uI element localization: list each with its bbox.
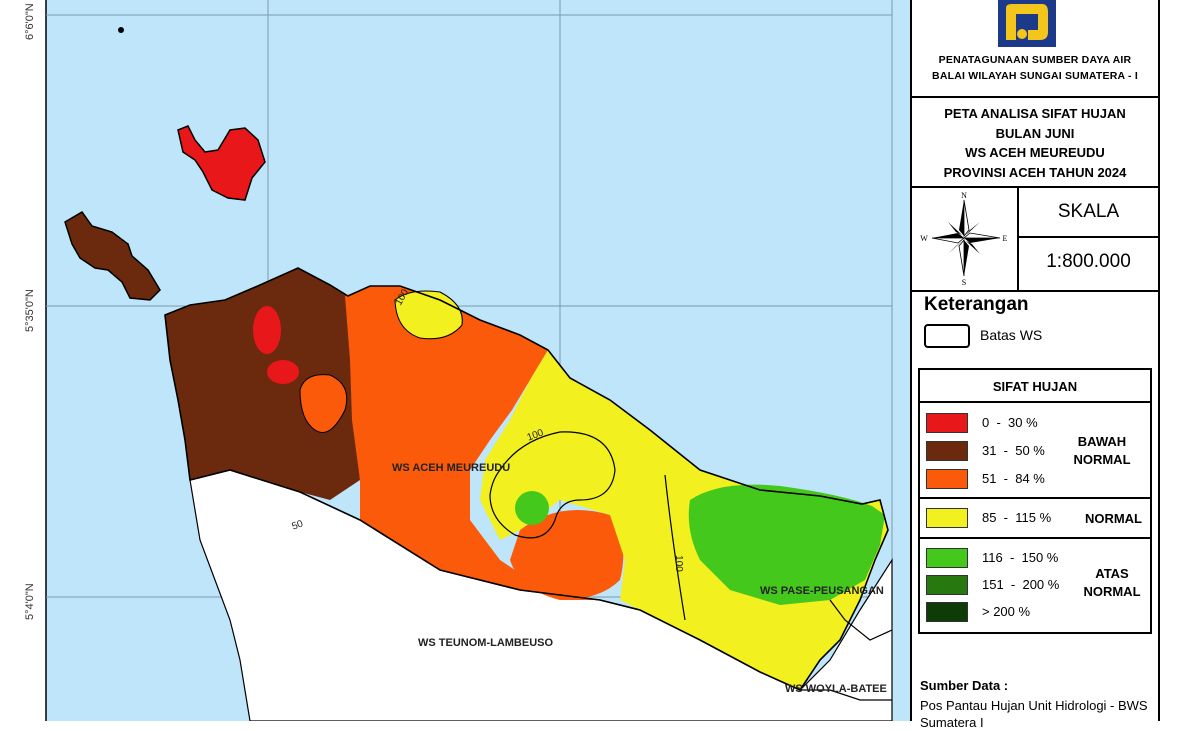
contour-label: 100 xyxy=(672,555,684,572)
compass-w: W xyxy=(920,234,928,243)
header-section: PENATAGUNAAN SUMBER DAYA AIR BALAI WILAY… xyxy=(912,0,1158,98)
island-brown xyxy=(64,211,161,301)
sifat-hujan-table: SIFAT HUJAN 0 - 30 % 31 - 50 % 51 - 84 %… xyxy=(918,368,1152,634)
ws-label-teunom-lambeuso: WS TEUNOM-LAMBEUSO xyxy=(418,637,554,649)
legend-range: 0 - 30 % xyxy=(982,415,1038,430)
page-margin-right xyxy=(1160,0,1200,721)
legend-group-atas-normal: 116 - 150 % 151 - 200 % > 200 % ATAS NOR… xyxy=(920,539,1150,632)
ws-boundary xyxy=(164,267,889,692)
contour-line xyxy=(489,431,616,539)
map-subtitle-month: BULAN JUNI xyxy=(995,125,1075,141)
rainfall-map xyxy=(0,0,910,721)
scale-box: SKALA 1:800.000 xyxy=(1019,188,1158,290)
zone-116-150 xyxy=(688,484,885,605)
scale-value: 1:800.000 xyxy=(1046,251,1131,272)
compass-box: N S W E xyxy=(912,188,1019,290)
batas-ws-label: Batas WS xyxy=(980,327,1043,343)
ws-label-pase-peusangan: WS PASE-PEUSANGAN xyxy=(760,585,884,597)
sifat-hujan-title: SIFAT HUJAN xyxy=(920,370,1150,403)
island-red xyxy=(177,125,266,201)
title-section: PETA ANALISA SIFAT HUJAN BULAN JUNI WS A… xyxy=(912,98,1158,188)
map-subtitle-ws: WS ACEH MEUREUDU xyxy=(965,145,1105,160)
source-text: Pos Pantau Hujan Unit Hidrologi - BWS Su… xyxy=(920,698,1148,730)
legend-swatch xyxy=(926,548,968,568)
islet xyxy=(118,27,124,33)
legend-title: Keterangan xyxy=(924,294,1029,315)
legend-group-bawah-normal: 0 - 30 % 31 - 50 % 51 - 84 % BAWAH NORMA… xyxy=(920,403,1150,499)
legend-swatch xyxy=(926,441,968,461)
ws-boundary xyxy=(800,689,892,701)
zone-51-84 xyxy=(510,510,624,600)
ws-boundary xyxy=(829,599,893,641)
zone-0-30 xyxy=(253,306,281,354)
legend-swatch xyxy=(926,575,968,595)
org-office: BALAI WILAYAH SUNGAI SUMATERA - I xyxy=(932,70,1138,82)
legend-swatch xyxy=(926,469,968,489)
legend-group-label: ATAS NORMAL xyxy=(1083,566,1141,599)
legend-section: Keterangan Batas WS xyxy=(912,292,1158,721)
lat-label: 6°6'0"N xyxy=(24,3,36,40)
scale-section: N S W E SKALA 1:800.000 xyxy=(912,188,1158,292)
legend-range: 31 - 50 % xyxy=(982,443,1045,458)
zone-0-30 xyxy=(267,360,299,384)
map-title: PETA ANALISA SIFAT HUJAN xyxy=(944,106,1126,121)
lat-label: 5°4'0"N xyxy=(24,583,36,620)
legend-group-label: NORMAL xyxy=(1084,511,1142,526)
lat-label: 5°35'0"N xyxy=(24,289,36,332)
legend-swatch xyxy=(926,413,968,433)
zone-51-84 xyxy=(299,374,348,433)
legend-range: 151 - 200 % xyxy=(982,577,1060,592)
compass-s: S xyxy=(962,278,966,287)
legend-range: > 200 % xyxy=(982,604,1031,619)
legend-range: 51 - 84 % xyxy=(982,471,1045,486)
map-legend-panel: PENATAGUNAAN SUMBER DAYA AIR BALAI WILAY… xyxy=(910,0,1160,730)
contour-line xyxy=(664,474,686,621)
legend-swatch xyxy=(926,508,968,528)
zone-116-150 xyxy=(515,491,549,525)
source-title: Sumber Data : xyxy=(920,678,1009,693)
legend-range: 116 - 150 % xyxy=(982,550,1059,565)
org-block: PENATAGUNAAN SUMBER DAYA AIR BALAI WILAY… xyxy=(912,52,1158,84)
compass-e: E xyxy=(1003,234,1008,243)
legend-group-label: BAWAH NORMAL xyxy=(1073,434,1131,467)
map-left-margin xyxy=(0,0,46,721)
pupr-logo-icon xyxy=(998,0,1056,47)
zone-85-115 xyxy=(480,350,888,690)
org-name: PENATAGUNAAN SUMBER DAYA AIR xyxy=(938,54,1132,66)
scale-title: SKALA xyxy=(1019,188,1158,238)
legend-range: 85 - 115 % xyxy=(982,510,1052,525)
ws-label-aceh-meureudu: WS ACEH MEUREUDU xyxy=(392,462,511,474)
batas-ws-symbol xyxy=(924,324,970,348)
north-arrow-icon: N S W E xyxy=(920,191,1008,287)
map-subtitle-province: PROVINSI ACEH TAHUN 2024 xyxy=(943,164,1127,180)
legend-group-normal: 85 - 115 % NORMAL xyxy=(920,499,1150,539)
legend-swatch xyxy=(926,602,968,622)
map-frame: 6°6'0"N 5°35'0"N 5°4'0"N WS ACEH MEUREUD… xyxy=(0,0,910,721)
zone-31-50 xyxy=(165,268,360,500)
compass-n: N xyxy=(961,191,967,200)
ws-label-woyla-batee: WS WOYLA-BATEE xyxy=(785,683,887,695)
zone-51-84 xyxy=(345,286,600,600)
